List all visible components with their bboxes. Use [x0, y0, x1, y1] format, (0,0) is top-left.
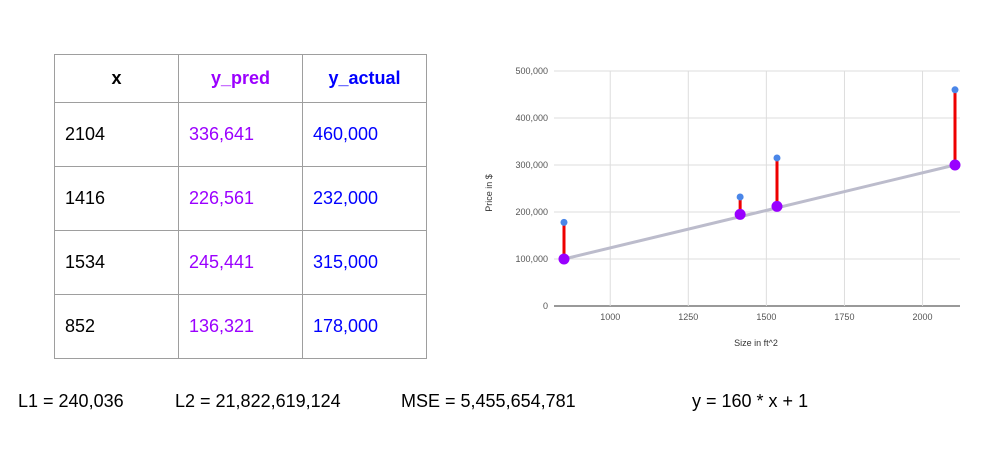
cell-y-pred: 336,641 — [178, 102, 303, 167]
header-y-pred: y_pred — [178, 54, 303, 103]
table-row: 2104 336,641 460,000 — [54, 102, 427, 167]
tick-label-layer: 0 100,000 200,000 300,000 400,000 500,000 1000… — [515, 66, 932, 322]
cell-y-actual: 315,000 — [302, 230, 427, 295]
cell-x: 852 — [54, 294, 179, 359]
fit-line-layer — [562, 163, 957, 261]
y-tick-label: 200,000 — [515, 207, 548, 217]
x-tick-label: 1750 — [834, 312, 854, 322]
table-row: 852 136,321 178,000 — [54, 294, 427, 359]
table-header-row: x y_pred y_actual — [54, 54, 427, 103]
x-tick-label: 1000 — [600, 312, 620, 322]
x-tick-label: 1500 — [756, 312, 776, 322]
cell-y-actual: 232,000 — [302, 166, 427, 231]
table-row: 1416 226,561 232,000 — [54, 166, 427, 231]
fit-line — [562, 163, 957, 261]
mse-metric: MSE = 5,455,654,781 — [401, 391, 576, 411]
cell-y-pred: 226,561 — [178, 166, 303, 231]
predicted-point — [771, 200, 783, 212]
cell-y-actual: 178,000 — [302, 294, 427, 359]
equation-text: y = 160 * x + 1 — [692, 391, 809, 411]
cell-y-pred: 136,321 — [178, 294, 303, 359]
metrics-row: L1 = 240,036 L2 = 21,822,619,124 MSE = 5… — [0, 391, 996, 415]
x-axis-title: Size in ft^2 — [734, 338, 778, 348]
predicted-point — [949, 159, 961, 171]
cell-y-pred: 245,441 — [178, 230, 303, 295]
y-tick-label: 300,000 — [515, 160, 548, 170]
actual-point — [560, 218, 568, 226]
cell-y-actual: 460,000 — [302, 102, 427, 167]
cell-x: 1534 — [54, 230, 179, 295]
y-tick-label: 400,000 — [515, 113, 548, 123]
regression-chart: 0 100,000 200,000 300,000 400,000 500,000 1000… — [484, 66, 961, 348]
x-tick-label: 1250 — [678, 312, 698, 322]
actual-point — [951, 86, 959, 94]
y-tick-label: 500,000 — [515, 66, 548, 76]
header-y-actual: y_actual — [302, 54, 427, 103]
actual-point — [736, 193, 744, 201]
predicted-point — [558, 253, 570, 265]
predicted-point — [734, 208, 746, 220]
data-table: x y_pred y_actual 2104 336,641 460,000 1… — [54, 54, 427, 359]
grid-layer — [554, 70, 960, 307]
cell-x: 2104 — [54, 102, 179, 167]
l2-metric: L2 = 21,822,619,124 — [175, 391, 341, 411]
point-layer — [558, 86, 961, 265]
actual-point — [773, 154, 781, 162]
cell-x: 1416 — [54, 166, 179, 231]
residual-layer — [562, 89, 957, 259]
y-tick-label: 0 — [543, 301, 548, 311]
y-tick-label: 100,000 — [515, 254, 548, 264]
x-tick-label: 2000 — [913, 312, 933, 322]
y-axis-title: Price in $ — [484, 174, 494, 212]
header-x: x — [54, 54, 179, 103]
table-row: 1534 245,441 315,000 — [54, 230, 427, 295]
l1-metric: L1 = 240,036 — [18, 391, 124, 411]
